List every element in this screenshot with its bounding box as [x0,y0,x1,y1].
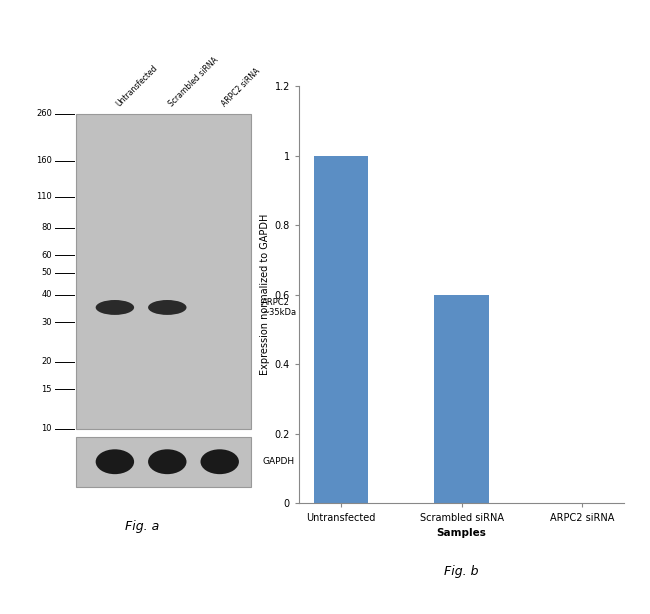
Text: Fig. b: Fig. b [444,564,479,578]
Text: 160: 160 [36,156,52,165]
Text: 50: 50 [42,268,52,278]
Bar [314,155,368,503]
Ellipse shape [96,300,134,315]
Bar [77,114,251,429]
Text: 40: 40 [42,290,52,299]
Text: GAPDH: GAPDH [262,457,294,466]
Text: 260: 260 [36,109,52,118]
Y-axis label: Expression normalized to GAPDH: Expression normalized to GAPDH [261,214,270,375]
Bar [434,295,489,503]
Text: ARPC2 siRNA: ARPC2 siRNA [220,66,261,108]
Text: 80: 80 [41,223,52,232]
Bar [77,437,251,486]
Ellipse shape [148,449,187,474]
Text: 20: 20 [42,357,52,366]
Text: Fig. a: Fig. a [125,519,159,533]
Text: 60: 60 [41,251,52,260]
Text: 30: 30 [41,318,52,327]
Ellipse shape [200,449,239,474]
Text: Untransfected: Untransfected [115,63,160,108]
Ellipse shape [148,300,187,315]
Ellipse shape [96,449,134,474]
Text: Scrambled siRNA: Scrambled siRNA [167,55,220,108]
Text: ARPC2
~35kDa: ARPC2 ~35kDa [262,298,296,317]
Text: 110: 110 [36,192,52,201]
Text: 10: 10 [42,424,52,433]
X-axis label: Samples: Samples [437,528,486,538]
Text: 15: 15 [42,385,52,394]
